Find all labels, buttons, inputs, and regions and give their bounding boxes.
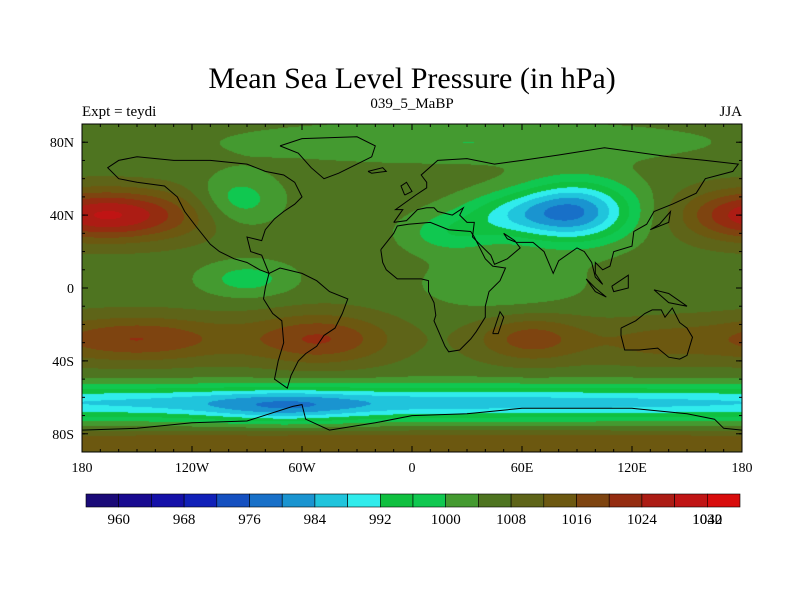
colorbar-label: 1024 [627,512,658,528]
colorbar-label: 968 [173,512,196,528]
colorbar-swatch [543,493,577,508]
coastline [492,310,505,335]
coastline [393,147,740,285]
colorbar-swatch [478,493,512,508]
colorbar-label: 1016 [562,512,593,528]
coastline [106,156,303,275]
coastline [611,274,629,293]
subtitle-center: 039_5_MaBP [370,96,453,112]
colorbar-label: 1000 [431,512,461,528]
colorbar-swatch [706,493,741,508]
coastline [380,221,507,353]
coastline [262,267,349,390]
coastline [653,289,688,307]
coastline [650,209,672,231]
colorbar-swatch [151,493,185,508]
colorbar-swatch [85,493,120,508]
x-tick-label: 120W [175,461,210,476]
colorbar-swatch [576,493,610,508]
colorbar-label: 984 [304,512,327,528]
colorbar-label: 1040 [692,512,722,528]
colorbar-swatch [118,493,152,508]
x-tick-label: 60W [288,461,316,476]
y-tick-label: 40S [52,355,74,370]
pressure-field [82,124,742,452]
colorbar-swatch [608,493,643,508]
coastlines [82,136,742,431]
colorbar-swatch [347,493,381,508]
colorbar-label: 976 [238,512,261,528]
colorbar-swatch [216,493,250,508]
colorbar-label: 1008 [496,512,526,528]
coastline [82,404,742,431]
colorbar-swatch [412,493,447,508]
x-tick-label: 0 [409,461,416,476]
x-tick-label: 180 [72,461,93,476]
y-tick-label: 40N [50,209,74,224]
colorbar-label: 992 [369,512,392,528]
coastline [367,167,388,174]
colorbar-swatch [674,493,708,508]
subtitle-right: JJA [719,104,742,120]
colorbar-swatch [249,493,283,508]
coastline [400,181,413,196]
y-tick-label: 0 [67,282,74,297]
y-tick-label: 80N [50,136,74,151]
axis-ticks: 180 120W 60W 0 60E 120E 180 80N 40N 0 40S 80S [50,123,753,476]
y-tick-label: 80S [52,428,74,443]
colorbar-swatch [379,493,414,508]
coastline [585,278,607,298]
colorbar-swatch [183,493,218,508]
colorbar-swatch [510,493,545,508]
colorbar-label: 960 [107,512,130,528]
colorbar-swatch [641,493,675,508]
coastline [620,307,694,360]
colorbar-swatch [314,493,348,508]
x-tick-label: 180 [732,461,753,476]
x-tick-label: 60E [511,461,534,476]
colorbar-label: 1032 [692,512,722,528]
coastline [279,136,376,180]
colorbar-swatch [445,493,479,508]
colorbar-swatch [281,493,316,508]
chart-title: Mean Sea Level Pressure (in hPa) [208,62,615,95]
subtitle-left: Expt = teydi [82,104,156,120]
x-tick-label: 120E [617,461,647,476]
